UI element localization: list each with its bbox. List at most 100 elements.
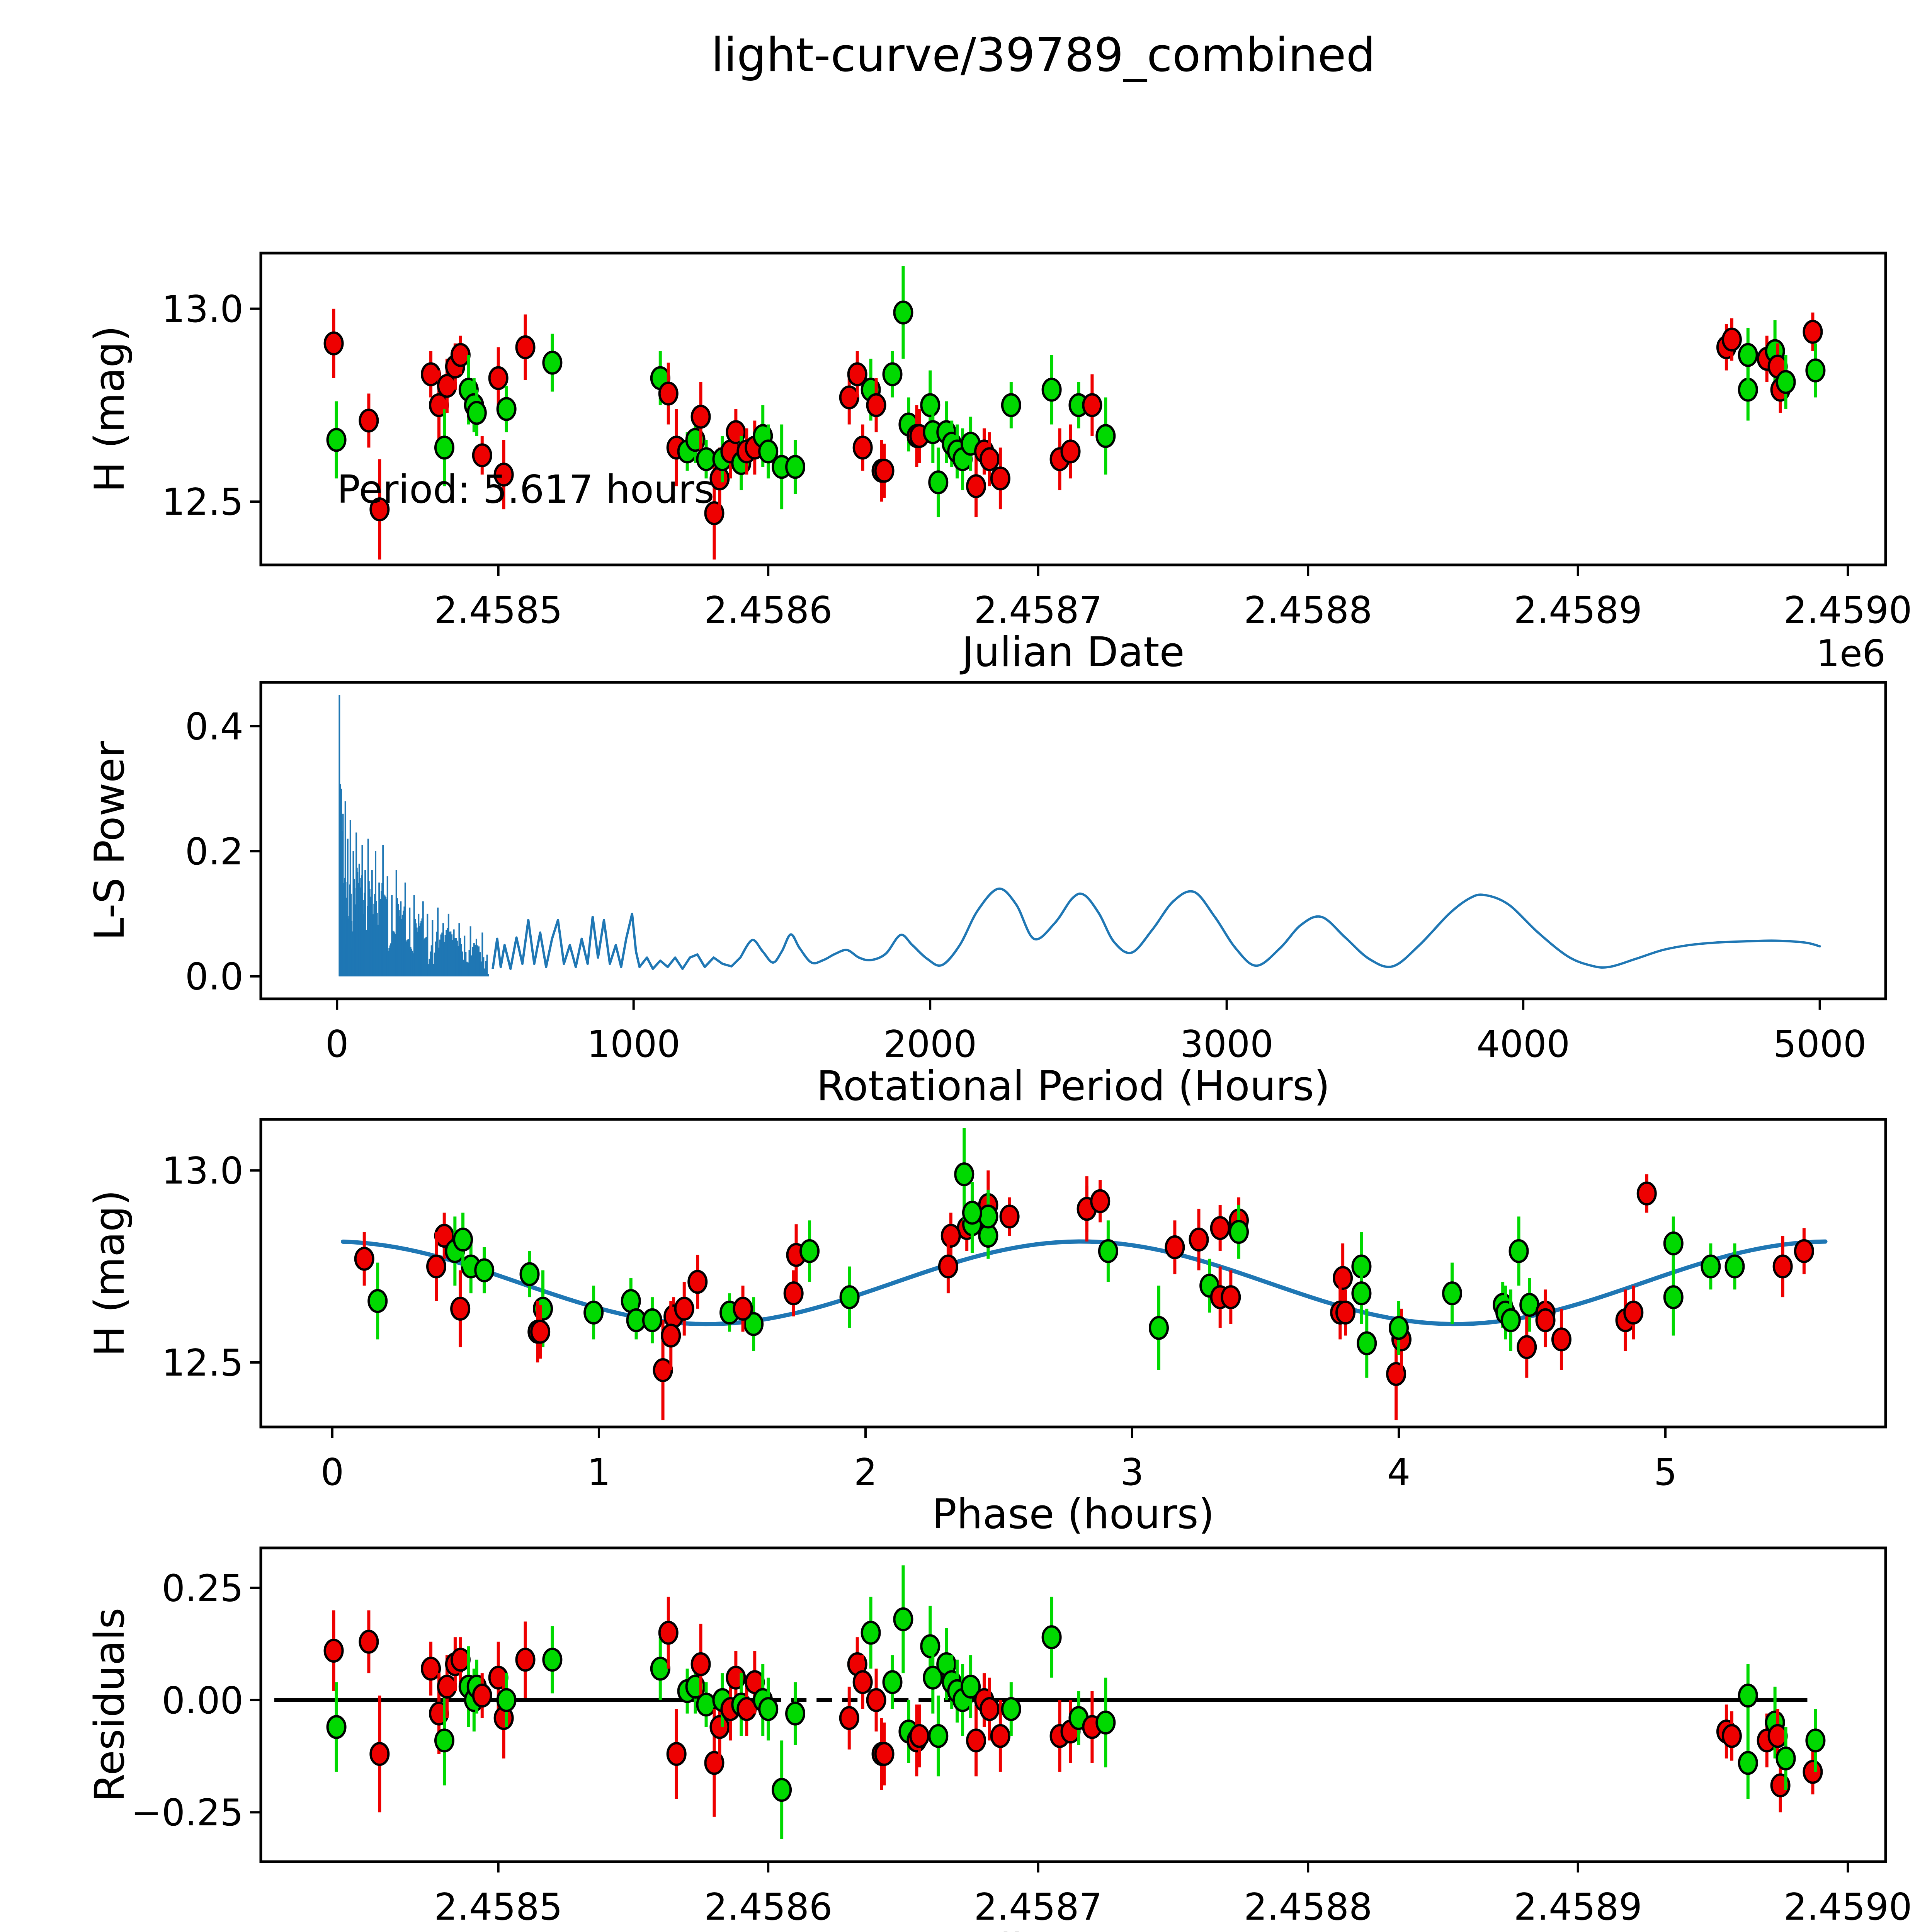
axis-offset-label: 1e6 bbox=[1816, 633, 1886, 675]
data-point-green bbox=[496, 397, 517, 421]
data-point-green bbox=[1663, 1285, 1684, 1310]
data-point-green bbox=[1701, 1254, 1721, 1279]
data-point-green bbox=[1095, 1710, 1116, 1735]
data-point-green bbox=[1738, 343, 1758, 367]
data-point-green bbox=[1389, 1316, 1409, 1340]
data-point-green bbox=[893, 300, 913, 325]
data-point-red bbox=[666, 1742, 687, 1766]
data-point-green bbox=[583, 1300, 604, 1325]
y-tick-label: 0.00 bbox=[162, 1680, 243, 1722]
data-point-green bbox=[1776, 370, 1796, 394]
x-tick-label: 5 bbox=[1654, 1451, 1677, 1494]
data-point-red bbox=[1767, 1724, 1788, 1748]
data-point-green bbox=[326, 1715, 347, 1739]
data-point-green bbox=[1357, 1331, 1377, 1355]
data-point-red bbox=[1165, 1235, 1185, 1259]
x-tick-label: 2.4586 bbox=[704, 1886, 832, 1929]
data-point-green bbox=[1001, 393, 1021, 417]
data-point-red bbox=[359, 1629, 379, 1654]
y-axis-label: L-S Power bbox=[86, 741, 133, 940]
data-point-red bbox=[1535, 1308, 1556, 1332]
x-tick-label: 2.4589 bbox=[1514, 1886, 1642, 1929]
data-point-red bbox=[1210, 1216, 1230, 1240]
data-point-green bbox=[785, 1701, 806, 1726]
data-point-red bbox=[658, 1621, 679, 1645]
y-tick-label: −0.25 bbox=[131, 1792, 243, 1834]
x-tick-label: 2.4586 bbox=[704, 589, 832, 632]
data-point-red bbox=[852, 1670, 873, 1694]
data-point-red bbox=[450, 1648, 471, 1672]
x-tick-label: 4000 bbox=[1476, 1023, 1570, 1066]
x-axis-label: Rotational Period (Hours) bbox=[816, 1062, 1330, 1110]
data-point-red bbox=[323, 331, 344, 355]
subplot-lightcurve: 2.4585 2.4586 2.4587 2.4588 2.4589 2.4590 12.5… bbox=[86, 252, 1912, 676]
phase-fit-curve bbox=[341, 1239, 1828, 1327]
x-tick-label: 2.4585 bbox=[434, 1886, 562, 1929]
data-point-red bbox=[979, 447, 1000, 471]
data-point-red bbox=[1803, 1760, 1823, 1784]
x-tick-label: 2.4590 bbox=[1784, 1886, 1912, 1929]
data-point-red bbox=[938, 1254, 958, 1279]
data-point-green bbox=[519, 1262, 540, 1286]
data-point-red bbox=[653, 1358, 673, 1382]
x-axis-label: Julian Date bbox=[959, 1925, 1185, 1932]
data-point-red bbox=[661, 1323, 681, 1348]
data-point-green bbox=[1351, 1281, 1372, 1306]
data-point-green bbox=[785, 455, 806, 479]
data-point-red bbox=[1794, 1239, 1814, 1263]
data-point-green bbox=[696, 1692, 716, 1717]
data-point-green bbox=[1041, 1625, 1062, 1650]
x-tick-label: 3000 bbox=[1180, 1023, 1274, 1066]
data-point-green bbox=[1098, 1239, 1118, 1263]
data-point-green bbox=[1442, 1281, 1463, 1306]
data-point-green bbox=[928, 1724, 949, 1748]
y-axis-label: H (mag) bbox=[86, 326, 133, 493]
data-point-red bbox=[690, 405, 711, 429]
data-point-green bbox=[920, 393, 940, 417]
data-point-red bbox=[979, 1697, 1000, 1721]
data-point-red bbox=[472, 1684, 492, 1708]
x-tick-label: 1 bbox=[587, 1451, 611, 1494]
data-point-green bbox=[861, 1621, 881, 1645]
y-tick-label: 0.0 bbox=[185, 956, 243, 998]
data-point-green bbox=[1663, 1231, 1684, 1255]
data-point-red bbox=[1721, 327, 1742, 352]
data-point-red bbox=[1060, 439, 1081, 464]
data-point-red bbox=[966, 1728, 986, 1753]
data-point-red bbox=[323, 1639, 344, 1663]
axes-box bbox=[259, 1118, 1887, 1429]
data-point-red bbox=[839, 385, 859, 410]
data-point-green bbox=[1229, 1220, 1249, 1244]
data-point-red bbox=[354, 1247, 374, 1271]
data-point-green bbox=[882, 1670, 903, 1694]
data-point-red bbox=[369, 497, 390, 522]
data-point-red bbox=[1551, 1327, 1571, 1352]
data-point-red bbox=[990, 1724, 1010, 1748]
data-point-red bbox=[421, 362, 441, 386]
data-point-green bbox=[434, 435, 454, 460]
data-point-red bbox=[488, 366, 509, 390]
data-point-green bbox=[1509, 1239, 1529, 1263]
data-point-green bbox=[1805, 358, 1826, 383]
y-tick-label: 0.2 bbox=[185, 831, 243, 873]
data-point-green bbox=[1148, 1316, 1169, 1340]
data-point-red bbox=[999, 1204, 1020, 1229]
figure-title: light-curve/39789_combined bbox=[711, 29, 1376, 82]
data-point-red bbox=[966, 474, 986, 498]
x-axis-label: Phase (hours) bbox=[932, 1490, 1214, 1538]
data-point-red bbox=[1721, 1724, 1742, 1748]
axes-box bbox=[259, 1546, 1887, 1863]
data-point-green bbox=[961, 1674, 981, 1699]
data-point-red bbox=[437, 1674, 457, 1699]
data-point-green bbox=[1738, 378, 1758, 402]
data-point-green bbox=[1738, 1684, 1758, 1708]
data-point-red bbox=[359, 408, 379, 433]
data-point-red bbox=[421, 1656, 441, 1681]
x-tick-label: 2.4588 bbox=[1244, 589, 1372, 632]
axis-offset-label: 1e6 bbox=[1816, 1929, 1886, 1932]
y-tick-label: 0.4 bbox=[185, 706, 243, 748]
data-point-green bbox=[1001, 1697, 1021, 1721]
data-point-red bbox=[515, 335, 536, 359]
x-tick-label: 1000 bbox=[587, 1023, 680, 1066]
data-point-red bbox=[839, 1706, 859, 1730]
